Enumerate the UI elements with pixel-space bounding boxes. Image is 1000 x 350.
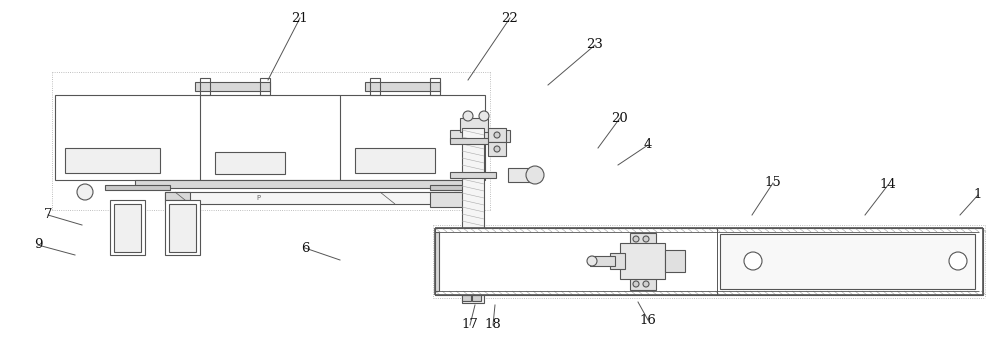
Bar <box>55 95 485 180</box>
Bar <box>430 185 480 190</box>
Text: 20: 20 <box>612 112 628 125</box>
Bar <box>444 267 459 282</box>
Bar <box>195 82 270 91</box>
Text: 14: 14 <box>880 178 896 191</box>
Text: 6: 6 <box>301 241 309 254</box>
Bar <box>630 278 656 290</box>
Circle shape <box>494 146 500 152</box>
Text: 18: 18 <box>485 318 501 331</box>
Bar <box>450 138 496 144</box>
Bar <box>450 130 510 142</box>
Bar <box>370 78 380 95</box>
Bar <box>462 238 484 303</box>
Bar <box>454 192 460 200</box>
Circle shape <box>494 132 500 138</box>
Bar <box>450 172 496 178</box>
Bar <box>430 192 480 207</box>
Bar <box>430 78 440 95</box>
Text: 17: 17 <box>462 318 478 331</box>
Circle shape <box>526 166 544 184</box>
Bar <box>488 142 506 156</box>
Text: P: P <box>256 195 260 201</box>
Bar <box>610 253 625 269</box>
Circle shape <box>949 252 967 270</box>
Text: 16: 16 <box>640 314 656 327</box>
Bar <box>200 78 210 95</box>
Bar <box>260 78 270 95</box>
Text: 22: 22 <box>502 12 518 24</box>
Bar <box>444 255 502 285</box>
Text: 4: 4 <box>644 139 652 152</box>
Bar <box>472 295 481 301</box>
Circle shape <box>463 111 473 121</box>
Bar <box>665 250 685 272</box>
Bar <box>135 180 465 188</box>
Bar <box>365 82 440 91</box>
Circle shape <box>479 111 489 121</box>
Bar <box>114 204 141 252</box>
Bar <box>355 148 435 173</box>
Bar <box>620 243 665 279</box>
Bar <box>165 192 460 204</box>
Bar <box>169 204 196 252</box>
Circle shape <box>77 184 93 200</box>
Circle shape <box>643 236 649 242</box>
Bar <box>488 128 506 142</box>
Text: 23: 23 <box>587 38 603 51</box>
Text: 9: 9 <box>34 238 42 252</box>
Bar <box>462 250 471 256</box>
Bar <box>630 233 656 245</box>
Text: 7: 7 <box>44 209 52 222</box>
Bar <box>165 200 200 255</box>
Bar <box>590 256 615 266</box>
Bar <box>65 148 160 173</box>
Bar <box>462 128 484 240</box>
Bar <box>450 230 496 240</box>
Bar <box>165 192 190 200</box>
Bar <box>110 200 145 255</box>
Bar <box>435 228 983 295</box>
Bar <box>105 185 170 190</box>
Circle shape <box>587 256 597 266</box>
Bar <box>472 250 481 256</box>
Bar <box>215 152 285 174</box>
Text: 1: 1 <box>974 189 982 202</box>
Bar <box>435 232 439 291</box>
Circle shape <box>643 281 649 287</box>
Circle shape <box>633 236 639 242</box>
Bar <box>462 295 471 301</box>
Bar <box>448 260 498 280</box>
Circle shape <box>633 281 639 287</box>
Text: 21: 21 <box>292 12 308 24</box>
Bar <box>460 118 488 132</box>
Circle shape <box>744 252 762 270</box>
Bar <box>508 168 536 182</box>
Text: 15: 15 <box>765 176 781 189</box>
Bar <box>499 267 507 282</box>
Bar <box>720 234 975 289</box>
